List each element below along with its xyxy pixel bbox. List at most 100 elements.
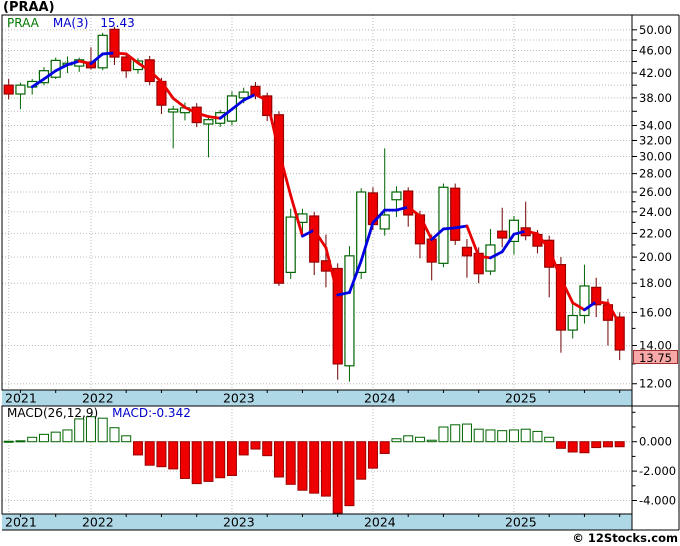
macd-bar	[250, 441, 261, 450]
ma-line-segment	[594, 300, 610, 305]
ma-line-segment	[89, 52, 105, 65]
ma-line-segment	[583, 300, 598, 312]
price-axis-label: 22.00	[639, 226, 672, 240]
price-axis-label: 18.00	[639, 276, 672, 290]
ma-line-segment	[136, 61, 152, 73]
price-axis-label: 30.00	[639, 150, 672, 164]
ma-value: 15.43	[100, 16, 135, 30]
candle	[273, 114, 285, 284]
ma-line-segment	[395, 205, 410, 212]
ma-line-segment	[66, 59, 81, 67]
macd-bar	[85, 416, 96, 443]
ma-line-segment	[301, 228, 316, 238]
candle	[121, 56, 132, 72]
price-axis-label: 24.00	[639, 205, 672, 219]
macd-params-label: MACD(26,12,9)	[7, 406, 99, 420]
ma-line-segment	[42, 69, 58, 81]
symbol-label: PRAA	[7, 16, 39, 30]
year-label: 2024	[364, 515, 396, 530]
macd-bar	[285, 441, 296, 485]
ma-line-segment	[547, 247, 563, 281]
macd-bar	[215, 441, 226, 479]
macd-bar	[497, 430, 508, 443]
candle	[356, 191, 367, 274]
x-axis-band-macd	[2, 514, 632, 530]
macd-axis-label: -4.000	[639, 494, 676, 508]
macd-bar	[27, 436, 38, 443]
candle	[97, 34, 108, 69]
macd-axis-label: -2.000	[639, 464, 676, 478]
macd-bar	[320, 441, 331, 497]
ma-line-segment	[183, 106, 199, 115]
macd-bar	[544, 436, 555, 443]
macd-bar	[403, 435, 414, 443]
macd-bar	[414, 436, 425, 443]
ma-line-segment	[453, 224, 469, 230]
candle	[555, 264, 567, 331]
ma-line-segment	[148, 69, 163, 84]
price-axis-label: 14.00	[639, 339, 672, 353]
candle	[3, 84, 14, 95]
candle	[567, 314, 578, 331]
price-axis-label: 42.00	[639, 66, 672, 80]
ma-line-segment	[195, 111, 210, 119]
candle	[508, 219, 520, 243]
macd-panel-legend: MACD(26,12,9) MACD:-0.342	[7, 407, 191, 420]
price-panel-frame	[1, 14, 633, 391]
price-axis-label: 50.00	[639, 23, 672, 37]
ma-line-segment	[265, 99, 281, 153]
last-price-badge: 13.75	[633, 350, 678, 365]
macd-bar	[156, 441, 167, 468]
price-axis-label: 34.00	[639, 118, 672, 132]
macd-bar	[50, 431, 61, 443]
year-label: 2023	[223, 391, 255, 406]
macd-bar	[168, 441, 179, 470]
candle	[15, 84, 26, 95]
ma-line-segment	[171, 96, 187, 109]
candle	[285, 216, 296, 274]
year-label: 2021	[5, 515, 37, 530]
ma-line-segment	[559, 277, 575, 305]
ma-line-segment	[113, 51, 128, 56]
year-label: 2024	[364, 391, 396, 406]
ma-line-segment	[30, 77, 46, 89]
macd-bar	[121, 435, 132, 443]
macd-bar	[391, 438, 402, 443]
ma-line-segment	[242, 93, 257, 102]
candle	[379, 214, 390, 230]
macd-bar	[62, 429, 73, 443]
ma-line-segment	[77, 59, 93, 65]
ma-line-segment	[101, 51, 116, 56]
macd-bar	[555, 441, 566, 449]
candle	[109, 28, 120, 58]
year-label: 2021	[5, 391, 37, 406]
ma-line-segment	[289, 194, 304, 238]
macd-bar	[309, 441, 320, 494]
candle	[344, 255, 355, 367]
ma-line-segment	[465, 224, 481, 258]
macd-bar	[109, 427, 120, 443]
macd-bar	[532, 430, 543, 443]
year-label: 2023	[223, 515, 255, 530]
watermark: © 12Stocks.com	[572, 531, 678, 545]
candle	[461, 246, 473, 257]
ma-line-segment	[571, 301, 586, 312]
ma-line-segment	[336, 291, 351, 297]
candle	[450, 187, 461, 241]
ma-line-segment	[359, 221, 375, 263]
macd-bar	[3, 440, 14, 443]
year-label: 2025	[505, 515, 537, 530]
price-panel-legend: PRAA MA(3) 15.43	[7, 17, 135, 30]
macd-bar	[132, 441, 143, 456]
candle	[579, 285, 590, 317]
price-axis-label: 46.00	[639, 43, 672, 57]
candle	[403, 190, 414, 216]
candle	[614, 316, 625, 351]
price-axis-label: 20.00	[639, 250, 672, 264]
ma-line-segment	[124, 52, 140, 65]
candle	[426, 238, 437, 263]
candle	[203, 119, 214, 125]
ma-line-segment	[230, 98, 246, 111]
